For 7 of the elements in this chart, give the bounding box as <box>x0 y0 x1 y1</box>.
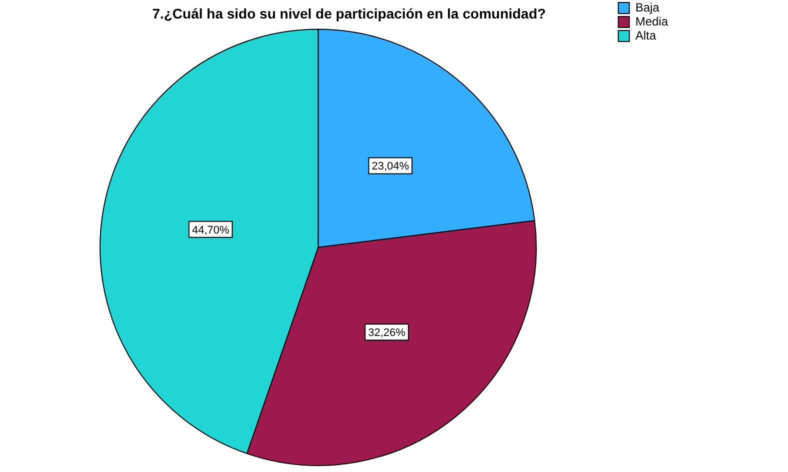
chart-title: 7.¿Cuál ha sido su nivel de participación en la comunidad? <box>152 5 546 22</box>
legend-label: Media <box>635 14 668 28</box>
data-label: 44,70% <box>192 224 230 236</box>
legend-label: Baja <box>635 0 660 14</box>
legend-label: Alta <box>635 28 656 42</box>
data-label: 23,04% <box>372 160 410 173</box>
data-label: 32,26% <box>368 327 406 340</box>
